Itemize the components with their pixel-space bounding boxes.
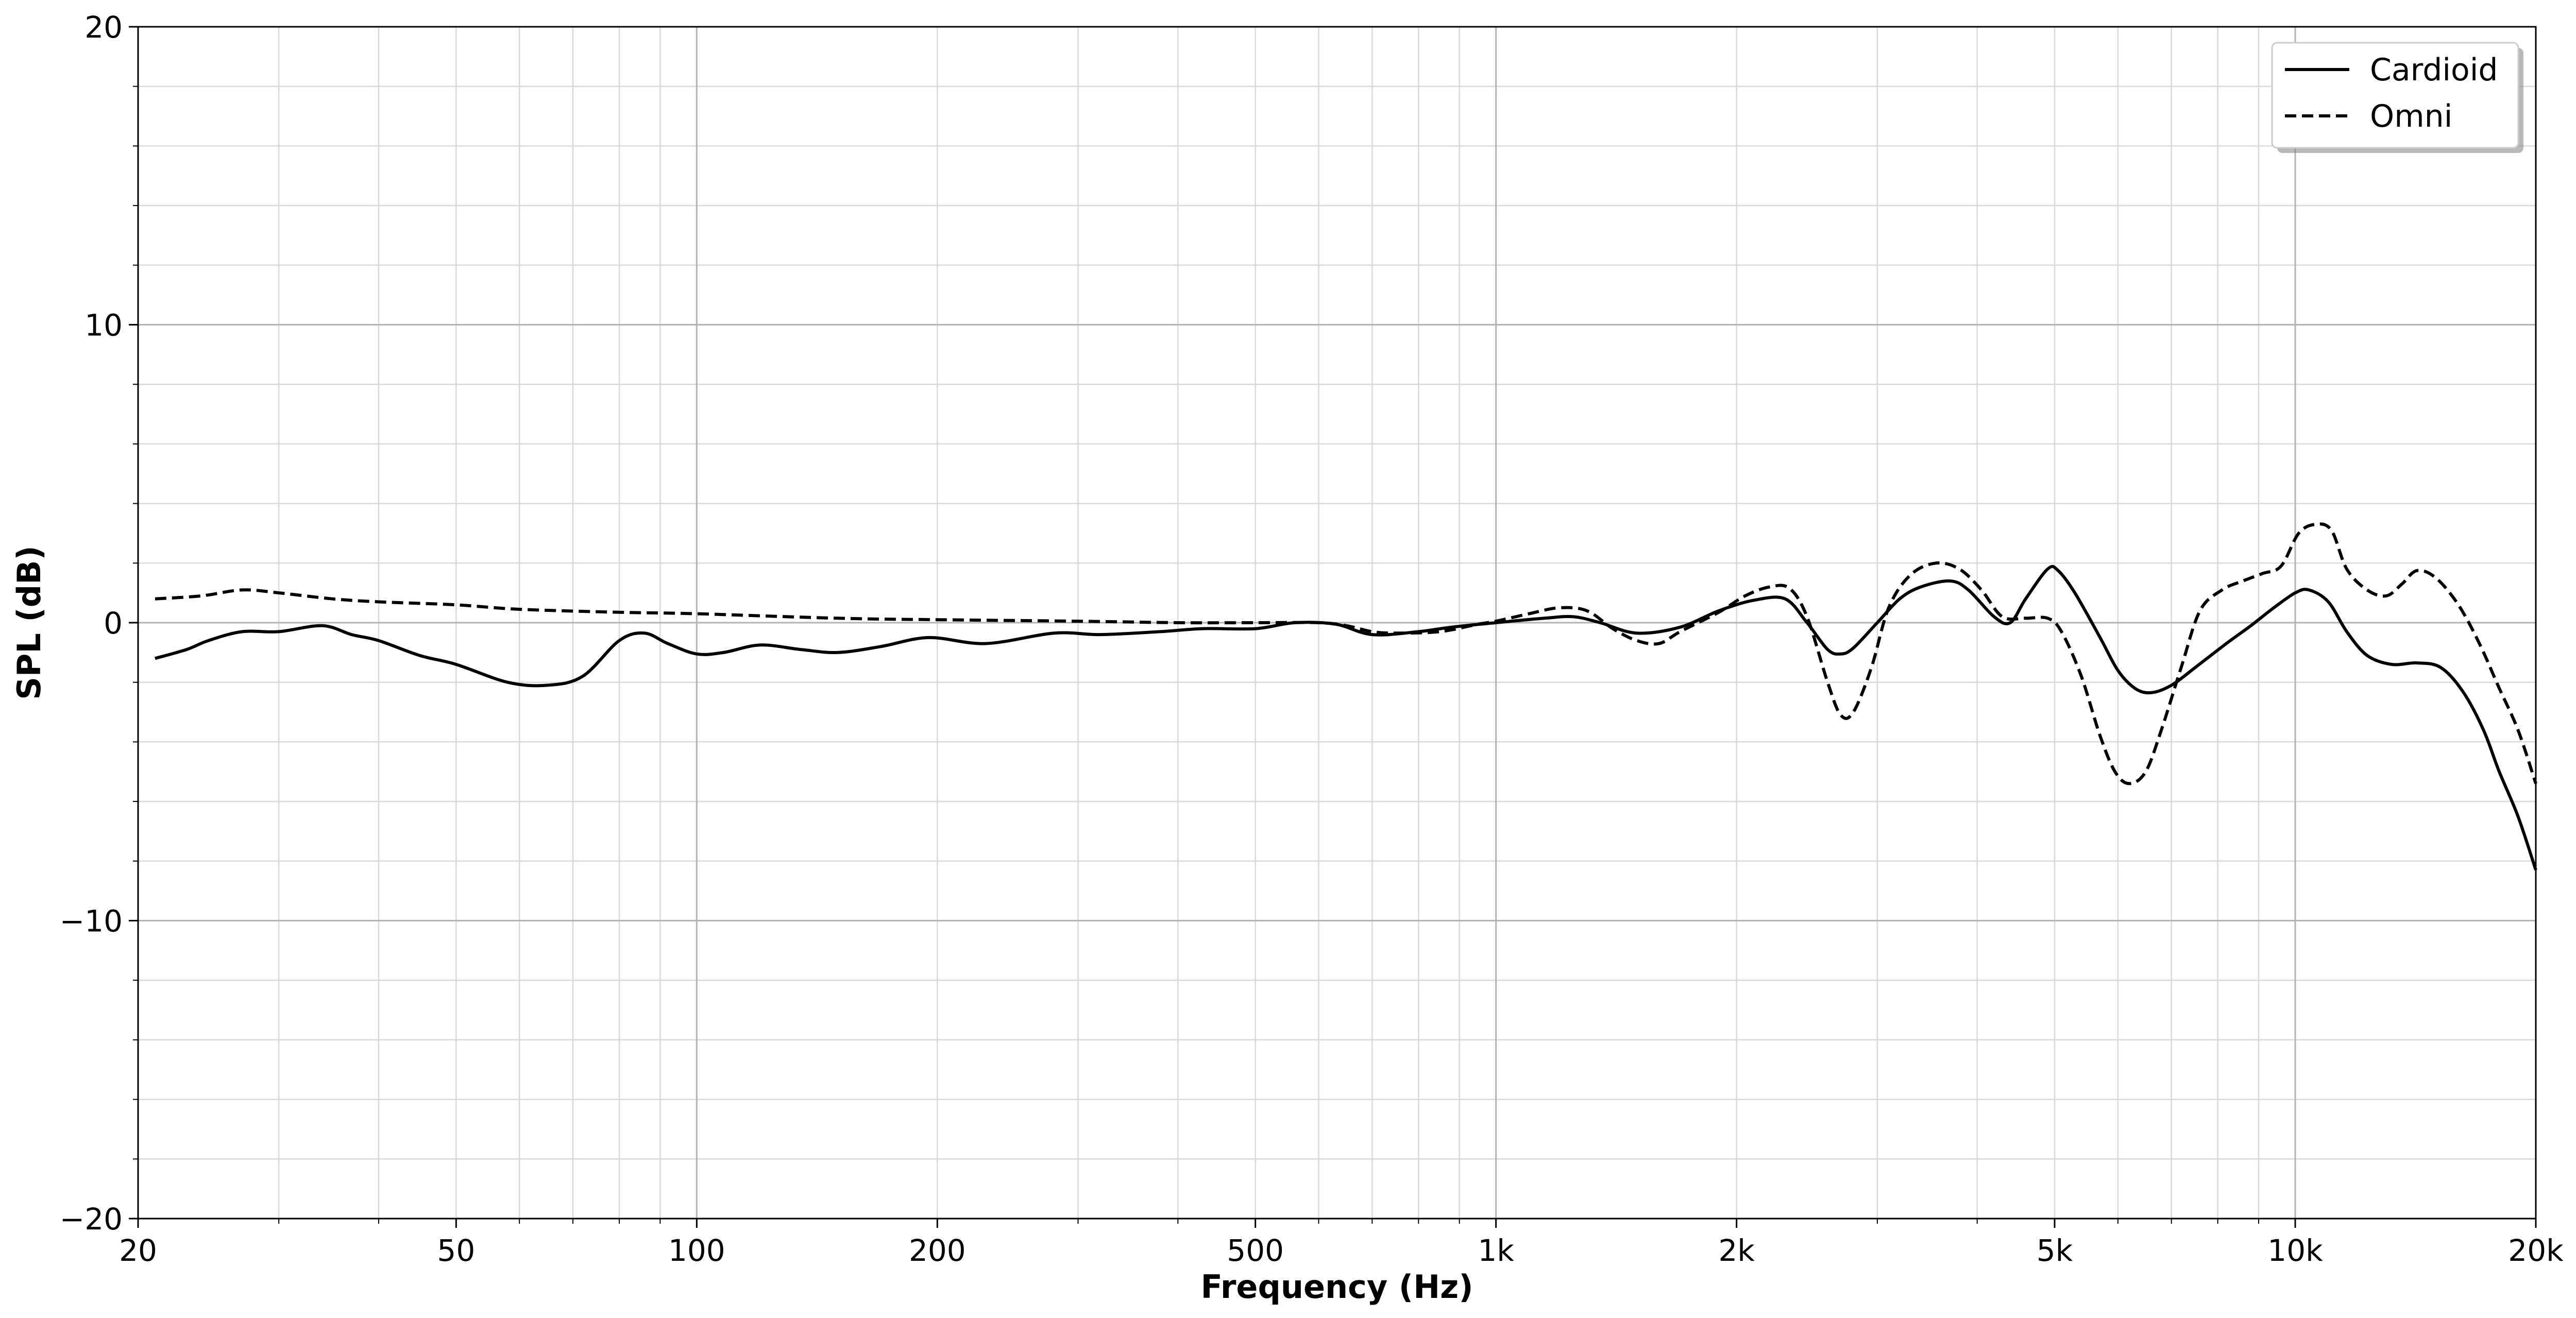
y-axis-title: SPL (dB) [10,545,48,700]
x-tick-label: 500 [1227,1233,1284,1268]
x-tick-label: 20 [119,1233,157,1268]
x-tick-label: 10k [2267,1233,2323,1268]
y-tick-label: 20 [84,10,123,45]
x-axis-title: Frequency (Hz) [1200,1268,1473,1306]
y-tick-label: −10 [60,904,123,939]
axis-ticks [129,26,2537,1228]
legend: Cardioid Omni [2271,42,2523,153]
plot-lines [155,522,2537,871]
x-tick-label: 5k [2037,1233,2073,1268]
y-tick-label: −20 [60,1202,123,1237]
y-tick-label: 10 [84,308,123,343]
x-tick-label: 100 [668,1233,725,1268]
legend-label-cardioid: Cardioid [2370,52,2498,88]
x-tick-label: 50 [437,1233,475,1268]
series-line-omni [155,522,2537,785]
x-tick-label: 20k [2508,1233,2564,1268]
x-tick-label: 200 [909,1233,966,1268]
x-tick-label: 2k [1718,1233,1755,1268]
legend-label-omni: Omni [2370,98,2452,134]
y-tick-label: 0 [104,606,123,641]
series-line-cardioid [155,564,2537,871]
x-tick-label: 1k [1478,1233,1514,1268]
